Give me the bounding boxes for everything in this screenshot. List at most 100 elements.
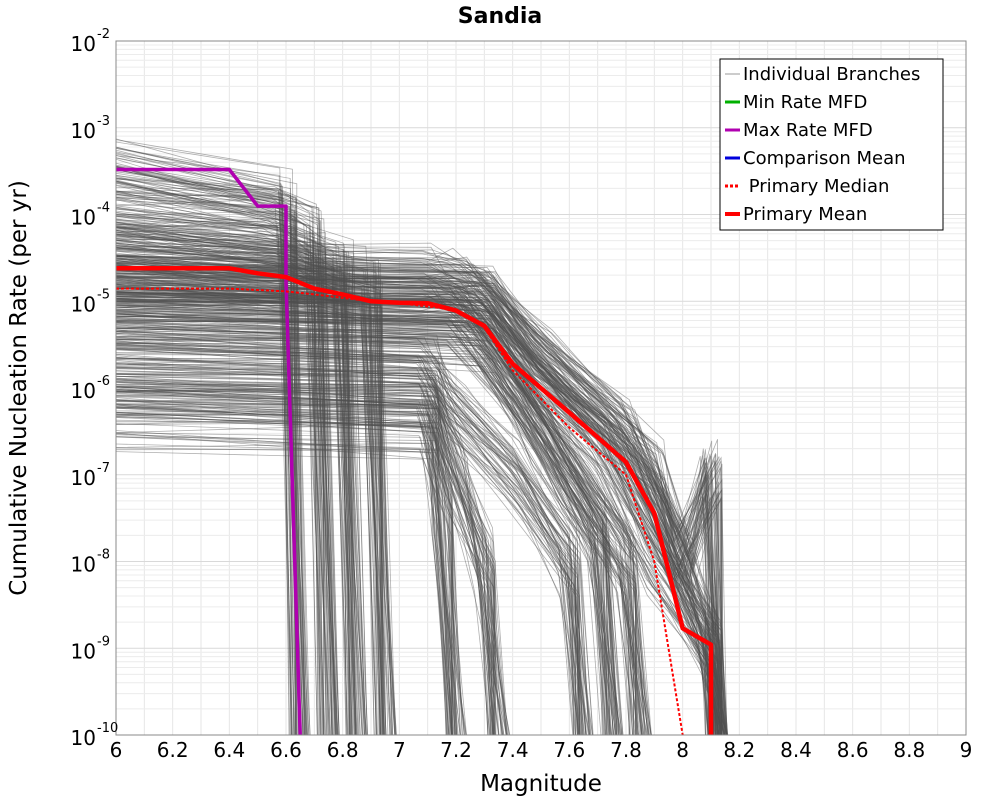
individual-branch-line [115, 265, 728, 736]
individual-branch-line [115, 219, 347, 736]
individual-branch-line [115, 285, 712, 736]
individual-branch-line [115, 436, 447, 736]
individual-branch-line [115, 166, 304, 736]
individual-branch-line [115, 287, 723, 735]
individual-branch-line [115, 288, 717, 736]
individual-branch-line [115, 230, 332, 736]
individual-branch-line [115, 298, 614, 736]
individual-branch-line [115, 148, 298, 735]
individual-branch-line [115, 275, 712, 735]
individual-branch-line [115, 332, 592, 736]
individual-branch-line [115, 262, 357, 736]
individual-branch-line [115, 442, 450, 736]
individual-branch-line [115, 285, 620, 736]
individual-branch-line [115, 277, 381, 736]
individual-branch-line [115, 242, 721, 736]
individual-branch-line [115, 276, 652, 736]
individual-branch-line [115, 287, 717, 736]
individual-branch-line [115, 405, 461, 736]
individual-branch-line [115, 282, 652, 736]
individual-branch-line [115, 345, 608, 736]
individual-branch-line [115, 247, 728, 736]
individual-branch-line [115, 326, 617, 736]
individual-branch-line [115, 244, 318, 736]
individual-branch-line [115, 225, 356, 736]
individual-branch-line [115, 268, 722, 735]
individual-branch-line [115, 381, 580, 736]
individual-branch-line [115, 412, 451, 736]
individual-branch-line [115, 267, 377, 736]
legend-label: Max Rate MFD [743, 120, 873, 141]
individual-branch-line [115, 392, 579, 735]
individual-branch-line [115, 245, 329, 736]
individual-branch-line [115, 344, 602, 736]
individual-branch-line [115, 434, 457, 736]
individual-branch-line [115, 354, 575, 736]
individual-branch-line [115, 322, 617, 736]
individual-branch-line [115, 229, 385, 736]
individual-branch-line [115, 226, 357, 736]
individual-branch-line [115, 336, 581, 736]
individual-branch-line [115, 400, 508, 736]
individual-branch-line [115, 246, 721, 736]
individual-branch-line [115, 332, 640, 736]
individual-branch-line [115, 219, 397, 736]
individual-branch-line [115, 180, 308, 736]
individual-branch-line [115, 182, 309, 736]
individual-branch-line [115, 300, 713, 736]
individual-branch-line [115, 357, 574, 736]
individual-branch-line [115, 276, 715, 736]
x-tick-label: 8 [676, 738, 689, 762]
individual-branch-line [115, 338, 637, 736]
individual-branch-line [115, 416, 453, 736]
individual-branch-line [115, 413, 504, 736]
individual-branch-line [115, 393, 495, 735]
individual-branch-line [115, 190, 325, 736]
individual-branch-line [115, 262, 714, 736]
series-lines [116, 167, 714, 736]
individual-branch-line [115, 312, 622, 736]
individual-branch-line [115, 404, 494, 736]
individual-branch-line [115, 327, 617, 736]
individual-branch-line [115, 263, 706, 736]
individual-branch-line [115, 390, 457, 736]
individual-branch-line [115, 234, 357, 736]
individual-branch-line [115, 262, 726, 736]
individual-branch-line [115, 403, 496, 736]
individual-branch-line [115, 298, 719, 735]
x-tick-label: 8.4 [780, 738, 812, 762]
individual-branch-line [115, 277, 723, 736]
individual-branch-line [115, 272, 634, 735]
individual-branch-line [115, 271, 709, 736]
individual-branch-line [115, 139, 300, 736]
individual-branch-line [115, 270, 723, 735]
individual-branch-line [115, 255, 718, 735]
individual-branch-line [115, 263, 717, 735]
individual-branch-line [115, 421, 456, 736]
individual-branch-line [115, 432, 455, 736]
individual-branch-line [115, 432, 466, 736]
individual-branch-line [115, 299, 618, 736]
x-tick-label: 6.4 [213, 738, 245, 762]
individual-branch-line [115, 321, 630, 736]
y-axis-title: Cumulative Nucleation Rate (per yr) [6, 180, 32, 596]
individual-branch-line [115, 294, 649, 736]
individual-branch-line [115, 180, 311, 736]
individual-branch-line [115, 324, 727, 736]
individual-branch-line [115, 344, 608, 736]
individual-branch-line [115, 366, 590, 736]
individual-branch-line [115, 347, 621, 736]
individual-branch-line [115, 247, 385, 736]
individual-branch-line [115, 386, 461, 736]
individual-branch-line [115, 282, 378, 736]
individual-branch-line [115, 255, 723, 736]
individual-branch-line [115, 226, 330, 736]
x-tick-label: 8.8 [893, 738, 925, 762]
individual-branch-line [115, 381, 507, 736]
individual-branch-line [115, 357, 587, 736]
individual-branch-line [115, 277, 713, 735]
individual-branch-line [115, 270, 713, 736]
individual-branch-line [115, 430, 453, 736]
individual-branch-line [115, 181, 303, 736]
